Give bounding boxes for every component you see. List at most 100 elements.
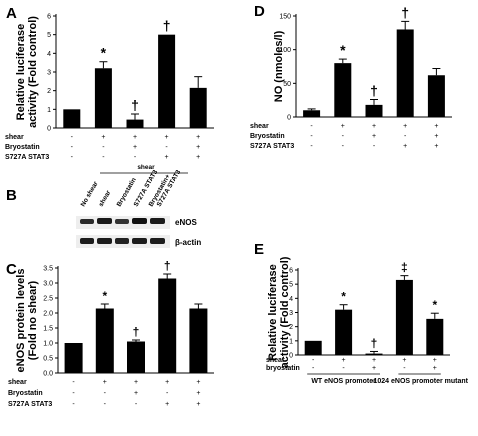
bar [189,308,208,373]
condition-symbol: + [165,379,169,386]
significance-mark: † [371,336,378,350]
condition-symbol: + [101,134,105,141]
y-axis-label: (Fold no shear) [27,280,39,360]
y-tick-label: 6 [47,14,51,21]
condition-symbol: + [342,357,346,364]
blot-band-actin [150,238,165,244]
condition-label: bryostatin [266,365,300,372]
condition-symbol: - [165,144,168,151]
condition-symbol: + [341,123,345,130]
condition-symbol: - [312,357,315,364]
bar [365,353,383,355]
condition-label: shear [266,357,285,364]
condition-label: Bryostatin [8,390,43,397]
y-tick-label: 0 [47,126,51,133]
condition-label: shear [250,123,269,130]
significance-mark: * [432,298,437,312]
y-tick-label: 100 [279,47,291,54]
significance-mark: † [370,82,378,98]
blot-row-label-actin: β-actin [175,238,201,247]
y-tick-label: 3 [47,70,51,77]
condition-symbol: + [196,401,200,408]
bar [303,110,321,117]
y-tick-label: 3 [289,310,293,317]
condition-symbol: - [71,134,74,141]
condition-label: S727A STAT3 [250,143,294,150]
y-tick-label: 50 [283,81,291,88]
bar [127,341,145,373]
significance-mark: ‡ [401,261,408,275]
western-blot-panel-b: shear No shear shear Bryostatin S727A ST… [76,164,201,248]
significance-mark: † [401,4,409,20]
condition-symbol: + [403,143,407,150]
condition-symbol: - [310,133,313,140]
y-tick-label: 0.0 [43,371,53,378]
condition-symbol: - [342,133,345,140]
bar [126,119,144,128]
significance-mark: * [340,42,346,58]
condition-symbol: + [196,134,200,141]
bar [158,278,177,373]
condition-symbol: - [71,144,74,151]
chart-panel-e: 0 1 2 3 4 5 6 Relative luciferase activity (Fold… [266,256,469,385]
y-tick-label: 6 [289,268,293,275]
condition-label: shear [8,379,27,386]
y-tick-label: 0 [287,115,291,122]
y-tick-label: 1 [47,107,51,114]
panel-label-b: B [6,187,17,204]
blot-band-enos [150,218,165,224]
panel-label-e: E [254,241,264,258]
condition-symbol: + [372,365,376,372]
condition-symbol: - [404,133,407,140]
group-label: WT eNOS promoter [311,378,376,385]
y-tick-label: 0 [289,353,293,360]
condition-symbol: - [102,154,105,161]
y-tick-label: 1.0 [43,341,53,348]
y-tick-label: 3.5 [43,266,53,273]
condition-symbol: + [403,123,407,130]
condition-symbol: - [104,401,107,408]
condition-symbol: + [196,154,200,161]
bar [427,75,445,117]
condition-symbol: + [134,390,138,397]
bar [395,279,413,355]
bar [63,109,81,128]
condition-label: Bryostatin [250,133,285,140]
group-label: -1024 eNOS promoter mutant [371,378,469,385]
condition-symbol: - [102,144,105,151]
condition-symbol: + [133,144,137,151]
y-axis-label: activity (Fold control) [27,16,39,128]
condition-symbol: - [373,143,376,150]
condition-symbol: + [402,357,406,364]
panel-label-c: C [6,261,17,278]
y-tick-label: 0.5 [43,356,53,363]
y-tick-label: 4 [289,296,293,303]
blot-band-enos [132,218,147,224]
condition-symbol: + [196,390,200,397]
condition-symbol: + [433,365,437,372]
bar [189,87,207,128]
y-tick-label: 1 [289,338,293,345]
blot-band-enos [80,219,94,224]
y-axis-label: eNOS protein levels [15,269,27,373]
condition-symbol: + [434,133,438,140]
chart-panel-c: 0.0 0.5 1.0 1.5 2.0 2.5 3.0 3.5 eNOS protein lev… [8,259,214,408]
chart-panel-a: 0 1 2 3 4 5 6 Relative luciferase activity (Fold… [5,14,214,161]
condition-symbol: - [72,390,75,397]
condition-symbol: - [72,379,75,386]
condition-symbol: + [434,123,438,130]
condition-symbol: - [135,401,138,408]
y-axis-label: NO (nmoles/l) [273,30,285,102]
blot-band-actin [97,238,112,244]
panel-label-d: D [254,3,265,20]
condition-symbol: + [372,133,376,140]
bar [365,104,383,117]
condition-symbol: + [196,379,200,386]
condition-symbol: - [403,365,406,372]
chart-panel-d: 0 50 100 150 NO (nmoles/l) * † † shear - + + + + Bryos… [250,4,452,150]
condition-symbol: + [165,154,169,161]
condition-symbol: + [434,143,438,150]
y-axis-label: Relative luciferase [267,264,279,361]
bar [426,318,444,355]
condition-symbol: - [104,390,107,397]
